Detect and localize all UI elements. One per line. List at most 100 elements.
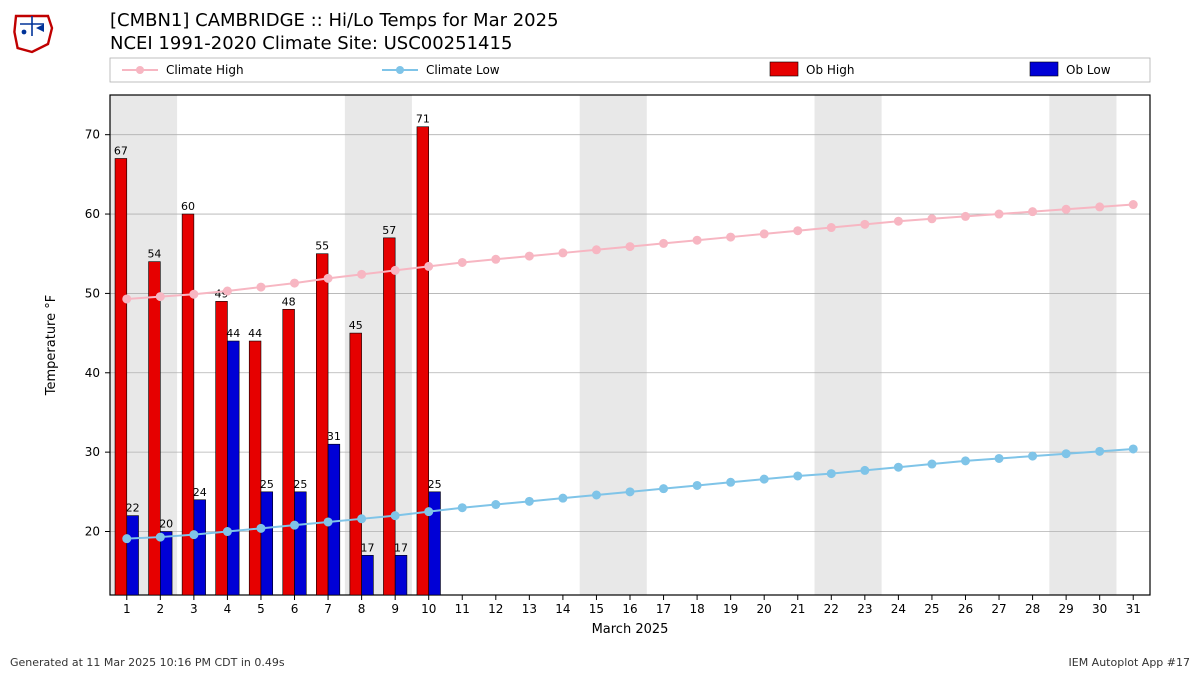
climate-low-marker <box>391 512 399 520</box>
climate-high-marker <box>861 220 869 228</box>
x-tick-label: 25 <box>924 602 939 616</box>
climate-low-marker <box>1096 447 1104 455</box>
x-tick-label: 8 <box>358 602 366 616</box>
climate-high-marker <box>727 233 735 241</box>
ob-high-label: 60 <box>181 200 195 213</box>
ob-low-label: 22 <box>126 502 140 515</box>
ob-low-bar <box>194 500 206 595</box>
climate-high-marker <box>391 266 399 274</box>
x-tick-label: 29 <box>1058 602 1073 616</box>
ob-high-bar <box>249 341 261 595</box>
x-tick-label: 9 <box>391 602 399 616</box>
y-tick-label: 60 <box>85 207 100 221</box>
y-tick-label: 30 <box>85 445 100 459</box>
x-tick-label: 12 <box>488 602 503 616</box>
ob-high-bar <box>316 254 328 595</box>
ob-high-bar <box>149 262 161 595</box>
climate-high-marker <box>458 258 466 266</box>
ob-low-label: 44 <box>226 327 240 340</box>
ob-low-bar <box>362 555 374 595</box>
ob-high-label: 45 <box>349 319 363 332</box>
x-tick-label: 7 <box>324 602 332 616</box>
climate-low-marker <box>995 454 1003 462</box>
ob-low-bar <box>261 492 273 595</box>
ob-low-label: 17 <box>394 541 408 554</box>
x-tick-label: 27 <box>991 602 1006 616</box>
x-tick-label: 1 <box>123 602 131 616</box>
climate-high-marker <box>928 215 936 223</box>
weekend-band <box>580 95 647 595</box>
ob-high-legend-label: Ob High <box>806 63 854 77</box>
climate-high-marker <box>223 287 231 295</box>
x-tick-label: 22 <box>824 602 839 616</box>
ob-low-label: 17 <box>360 541 374 554</box>
x-tick-label: 5 <box>257 602 265 616</box>
climate-low-legend-marker <box>396 66 404 74</box>
ob-low-label: 25 <box>428 478 442 491</box>
ob-low-bar <box>227 341 239 595</box>
ob-high-bar <box>216 301 228 595</box>
x-tick-label: 28 <box>1025 602 1040 616</box>
ob-high-bar <box>350 333 362 595</box>
x-tick-label: 17 <box>656 602 671 616</box>
climate-high-marker <box>559 249 567 257</box>
x-tick-label: 18 <box>689 602 704 616</box>
climate-low-marker <box>156 533 164 541</box>
weekend-band <box>1049 95 1116 595</box>
ob-low-label: 25 <box>293 478 307 491</box>
climate-low-marker <box>190 531 198 539</box>
ob-low-label: 24 <box>193 486 207 499</box>
climate-high-marker <box>492 255 500 263</box>
ob-high-label: 67 <box>114 144 128 157</box>
ob-low-legend-label: Ob Low <box>1066 63 1111 77</box>
climate-low-marker <box>559 494 567 502</box>
climate-low-marker <box>123 535 131 543</box>
y-tick-label: 50 <box>85 286 100 300</box>
x-axis-label: March 2025 <box>592 622 669 637</box>
ob-high-bar <box>417 127 429 595</box>
climate-low-marker <box>727 478 735 486</box>
ob-high-bar <box>283 309 295 595</box>
climate-low-marker <box>693 481 701 489</box>
climate-high-marker <box>123 295 131 303</box>
ob-low-bar <box>295 492 307 595</box>
weekend-band <box>815 95 882 595</box>
x-tick-label: 15 <box>589 602 604 616</box>
x-tick-label: 19 <box>723 602 738 616</box>
climate-high-marker <box>156 293 164 301</box>
y-tick-label: 40 <box>85 366 100 380</box>
ob-high-bar <box>115 158 127 595</box>
climate-low-marker <box>961 457 969 465</box>
climate-high-legend-label: Climate High <box>166 63 244 77</box>
x-tick-label: 11 <box>455 602 470 616</box>
x-tick-label: 16 <box>622 602 637 616</box>
x-tick-label: 3 <box>190 602 198 616</box>
climate-low-marker <box>1029 452 1037 460</box>
ob-high-legend-swatch <box>770 62 798 76</box>
ob-low-legend-swatch <box>1030 62 1058 76</box>
climate-low-legend-label: Climate Low <box>426 63 500 77</box>
climate-low-marker <box>324 518 332 526</box>
x-tick-label: 14 <box>555 602 570 616</box>
x-tick-label: 21 <box>790 602 805 616</box>
climate-low-marker <box>592 491 600 499</box>
climate-high-marker <box>592 246 600 254</box>
x-tick-label: 30 <box>1092 602 1107 616</box>
climate-high-marker <box>626 243 634 251</box>
ob-high-label: 54 <box>147 248 161 261</box>
climate-high-marker <box>425 262 433 270</box>
y-tick-label: 20 <box>85 525 100 539</box>
y-tick-label: 70 <box>85 128 100 142</box>
climate-high-marker <box>525 252 533 260</box>
climate-high-marker <box>794 227 802 235</box>
climate-low-marker <box>660 485 668 493</box>
climate-low-marker <box>291 521 299 529</box>
climate-high-marker <box>358 270 366 278</box>
ob-high-label: 71 <box>416 113 430 126</box>
y-axis-label: Temperature °F <box>44 295 59 396</box>
climate-low-marker <box>492 501 500 509</box>
climate-high-marker <box>894 217 902 225</box>
climate-low-marker <box>827 470 835 478</box>
climate-high-marker <box>324 274 332 282</box>
climate-high-marker <box>1062 205 1070 213</box>
